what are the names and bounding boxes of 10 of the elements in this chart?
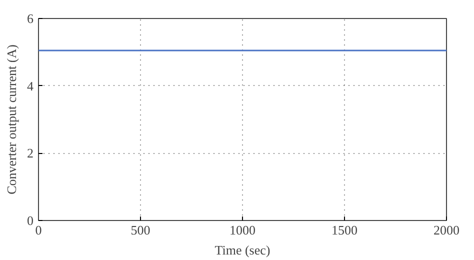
y-tick-label: 4 (27, 78, 34, 94)
x-tick-label: 1500 (332, 222, 358, 238)
y-tick-label: 2 (27, 146, 34, 161)
x-axis-title: Time (sec) (214, 242, 270, 258)
y-tick-label: 6 (27, 11, 34, 26)
y-tick-label: 0 (27, 213, 34, 228)
x-tick-label: 500 (130, 222, 150, 238)
x-tick-label: 1000 (230, 222, 256, 238)
x-tick-label: 2000 (434, 222, 460, 238)
y-axis-title: Converter output current (A) (4, 44, 19, 194)
